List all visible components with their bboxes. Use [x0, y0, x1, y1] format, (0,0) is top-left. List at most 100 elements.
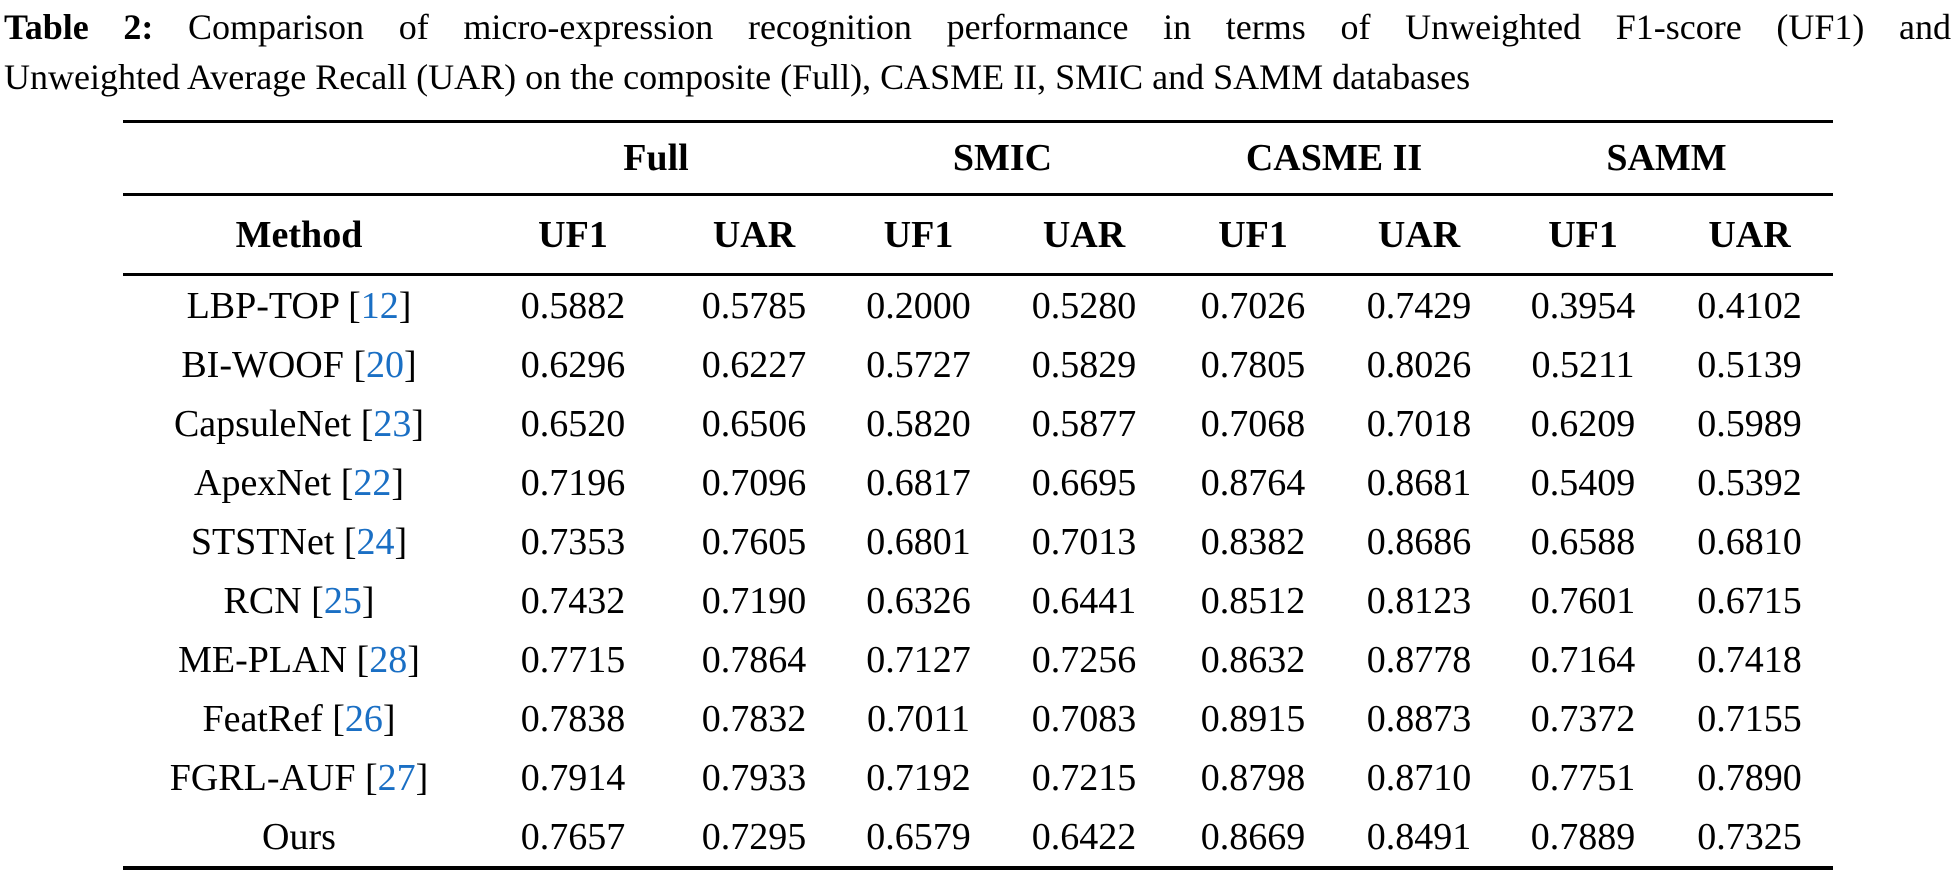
value-cell: 0.6296 [520, 343, 626, 386]
value-cell: 0.5785 [701, 284, 807, 327]
method-name: RCN [223, 579, 302, 622]
citation-link[interactable]: 24 [356, 520, 395, 563]
citation-link[interactable]: 22 [353, 461, 392, 504]
citation-link[interactable]: 28 [369, 638, 408, 681]
corner-spacer [123, 121, 475, 196]
value-cell: 0.7889 [1530, 815, 1636, 858]
value-cell: 0.7068 [1200, 402, 1306, 445]
value-cell: 0.5139 [1697, 343, 1802, 386]
value-cell: 0.5989 [1697, 402, 1802, 445]
group-header-smic: SMIC [837, 121, 1169, 196]
method-name: BI-WOOF [181, 343, 344, 386]
table-row: FGRL-AUF [27] 0.7914 0.7933 0.7192 0.7215 0.8… [123, 748, 1833, 807]
citation-bracket-open: [ [356, 638, 370, 681]
caption-line-1-text: Comparison of micro-expression recogniti… [188, 7, 1952, 47]
citation-link[interactable]: 27 [377, 756, 416, 799]
caption-line-2: Unweighted Average Recall (UAR) on the c… [4, 57, 1471, 97]
value-cell: 0.7256 [1031, 638, 1137, 681]
value-cell: 0.7751 [1530, 756, 1636, 799]
value-cell: 0.7432 [520, 579, 626, 622]
citation-link[interactable]: 23 [373, 402, 412, 445]
value-cell: 0.7127 [866, 638, 971, 681]
value-cell: 0.5211 [1531, 343, 1635, 386]
value-cell: 0.7805 [1200, 343, 1306, 386]
value-cell: 0.8681 [1366, 461, 1472, 504]
table-row: ME-PLAN [28] 0.7715 0.7864 0.7127 0.7256 0.86… [123, 630, 1833, 689]
value-cell: 0.7605 [701, 520, 807, 563]
col-header-method: Method [123, 194, 475, 276]
citation-bracket-close: ] [415, 756, 429, 799]
table-body: LBP-TOP [12] 0.5882 0.5785 0.2000 0.5280 0.70… [123, 275, 1833, 869]
table-row: Ours 0.7657 0.7295 0.6579 0.6422 0.8669 0.8491… [123, 807, 1833, 868]
method-name: CapsuleNet [173, 402, 352, 445]
value-cell: 0.6227 [701, 343, 807, 386]
value-cell: 0.7295 [701, 815, 807, 858]
value-cell: 0.5280 [1031, 284, 1137, 327]
citation-bracket-open: [ [340, 461, 354, 504]
value-cell: 0.6506 [701, 402, 807, 445]
value-cell: 0.8632 [1200, 638, 1306, 681]
value-cell: 0.6715 [1697, 579, 1802, 622]
col-header-full-uf1: UF1 [475, 194, 671, 276]
citation-bracket-open: [ [348, 284, 361, 327]
table-row: LBP-TOP [12] 0.5882 0.5785 0.2000 0.5280 0.70… [123, 275, 1833, 336]
value-cell: 0.7372 [1530, 697, 1636, 740]
value-cell: 0.5392 [1697, 461, 1802, 504]
value-cell: 0.6441 [1031, 579, 1137, 622]
value-cell: 0.7832 [701, 697, 807, 740]
value-cell: 0.8764 [1200, 461, 1306, 504]
value-cell: 0.5409 [1530, 461, 1636, 504]
col-header-smic-uar: UAR [1000, 194, 1169, 276]
citation-link[interactable]: 20 [366, 343, 405, 386]
table-row: CapsuleNet [23] 0.6520 0.6506 0.5820 0.5877 0… [123, 394, 1833, 453]
value-cell: 0.8798 [1200, 756, 1306, 799]
value-cell: 0.8778 [1366, 638, 1472, 681]
citation-bracket-close: ] [391, 461, 404, 504]
value-cell: 0.6801 [866, 520, 971, 563]
method-name: Ours [262, 815, 336, 858]
value-cell: 0.7715 [520, 638, 626, 681]
citation-link[interactable]: 26 [344, 697, 383, 740]
method-cell: LBP-TOP [12] [123, 275, 475, 336]
group-header-casme-ii: CASME II [1168, 121, 1501, 196]
citation-bracket-close: ] [411, 402, 425, 445]
value-cell: 0.6209 [1530, 402, 1636, 445]
col-header-casme-uf1: UF1 [1168, 194, 1339, 276]
value-cell: 0.6326 [866, 579, 971, 622]
value-cell: 0.7864 [701, 638, 807, 681]
value-cell: 0.5829 [1031, 343, 1137, 386]
citation-bracket-open: [ [332, 697, 345, 740]
value-cell: 0.7601 [1530, 579, 1636, 622]
value-cell: 0.2000 [866, 284, 971, 327]
col-header-samm-uar: UAR [1666, 194, 1834, 276]
citation-bracket-open: [ [343, 520, 357, 563]
value-cell: 0.5882 [520, 284, 626, 327]
value-cell: 0.7325 [1697, 815, 1802, 858]
citation-bracket-close: ] [407, 638, 420, 681]
value-cell: 0.8382 [1200, 520, 1306, 563]
method-cell: Ours [123, 807, 475, 868]
value-cell: 0.7429 [1366, 284, 1472, 327]
value-cell: 0.6810 [1697, 520, 1802, 563]
value-cell: 0.7096 [701, 461, 807, 504]
value-cell: 0.7018 [1366, 402, 1472, 445]
method-name: FGRL-AUF [169, 756, 356, 799]
value-cell: 0.6422 [1031, 815, 1137, 858]
citation-bracket-close: ] [398, 284, 412, 327]
method-cell: FeatRef [26] [123, 689, 475, 748]
value-cell: 0.7192 [866, 756, 971, 799]
value-cell: 0.8512 [1200, 579, 1306, 622]
group-header-row: Full SMIC CASME II SAMM [123, 121, 1834, 196]
value-cell: 0.7914 [520, 756, 626, 799]
value-cell: 0.7083 [1031, 697, 1137, 740]
value-cell: 0.8710 [1366, 756, 1472, 799]
method-name: FeatRef [202, 697, 323, 740]
citation-link[interactable]: 25 [323, 579, 362, 622]
value-cell: 0.7026 [1200, 284, 1306, 327]
method-cell: CapsuleNet [23] [123, 394, 475, 453]
value-cell: 0.6588 [1530, 520, 1636, 563]
method-name: LBP-TOP [186, 284, 339, 327]
method-cell: FGRL-AUF [27] [123, 748, 475, 807]
citation-link[interactable]: 12 [360, 284, 399, 327]
